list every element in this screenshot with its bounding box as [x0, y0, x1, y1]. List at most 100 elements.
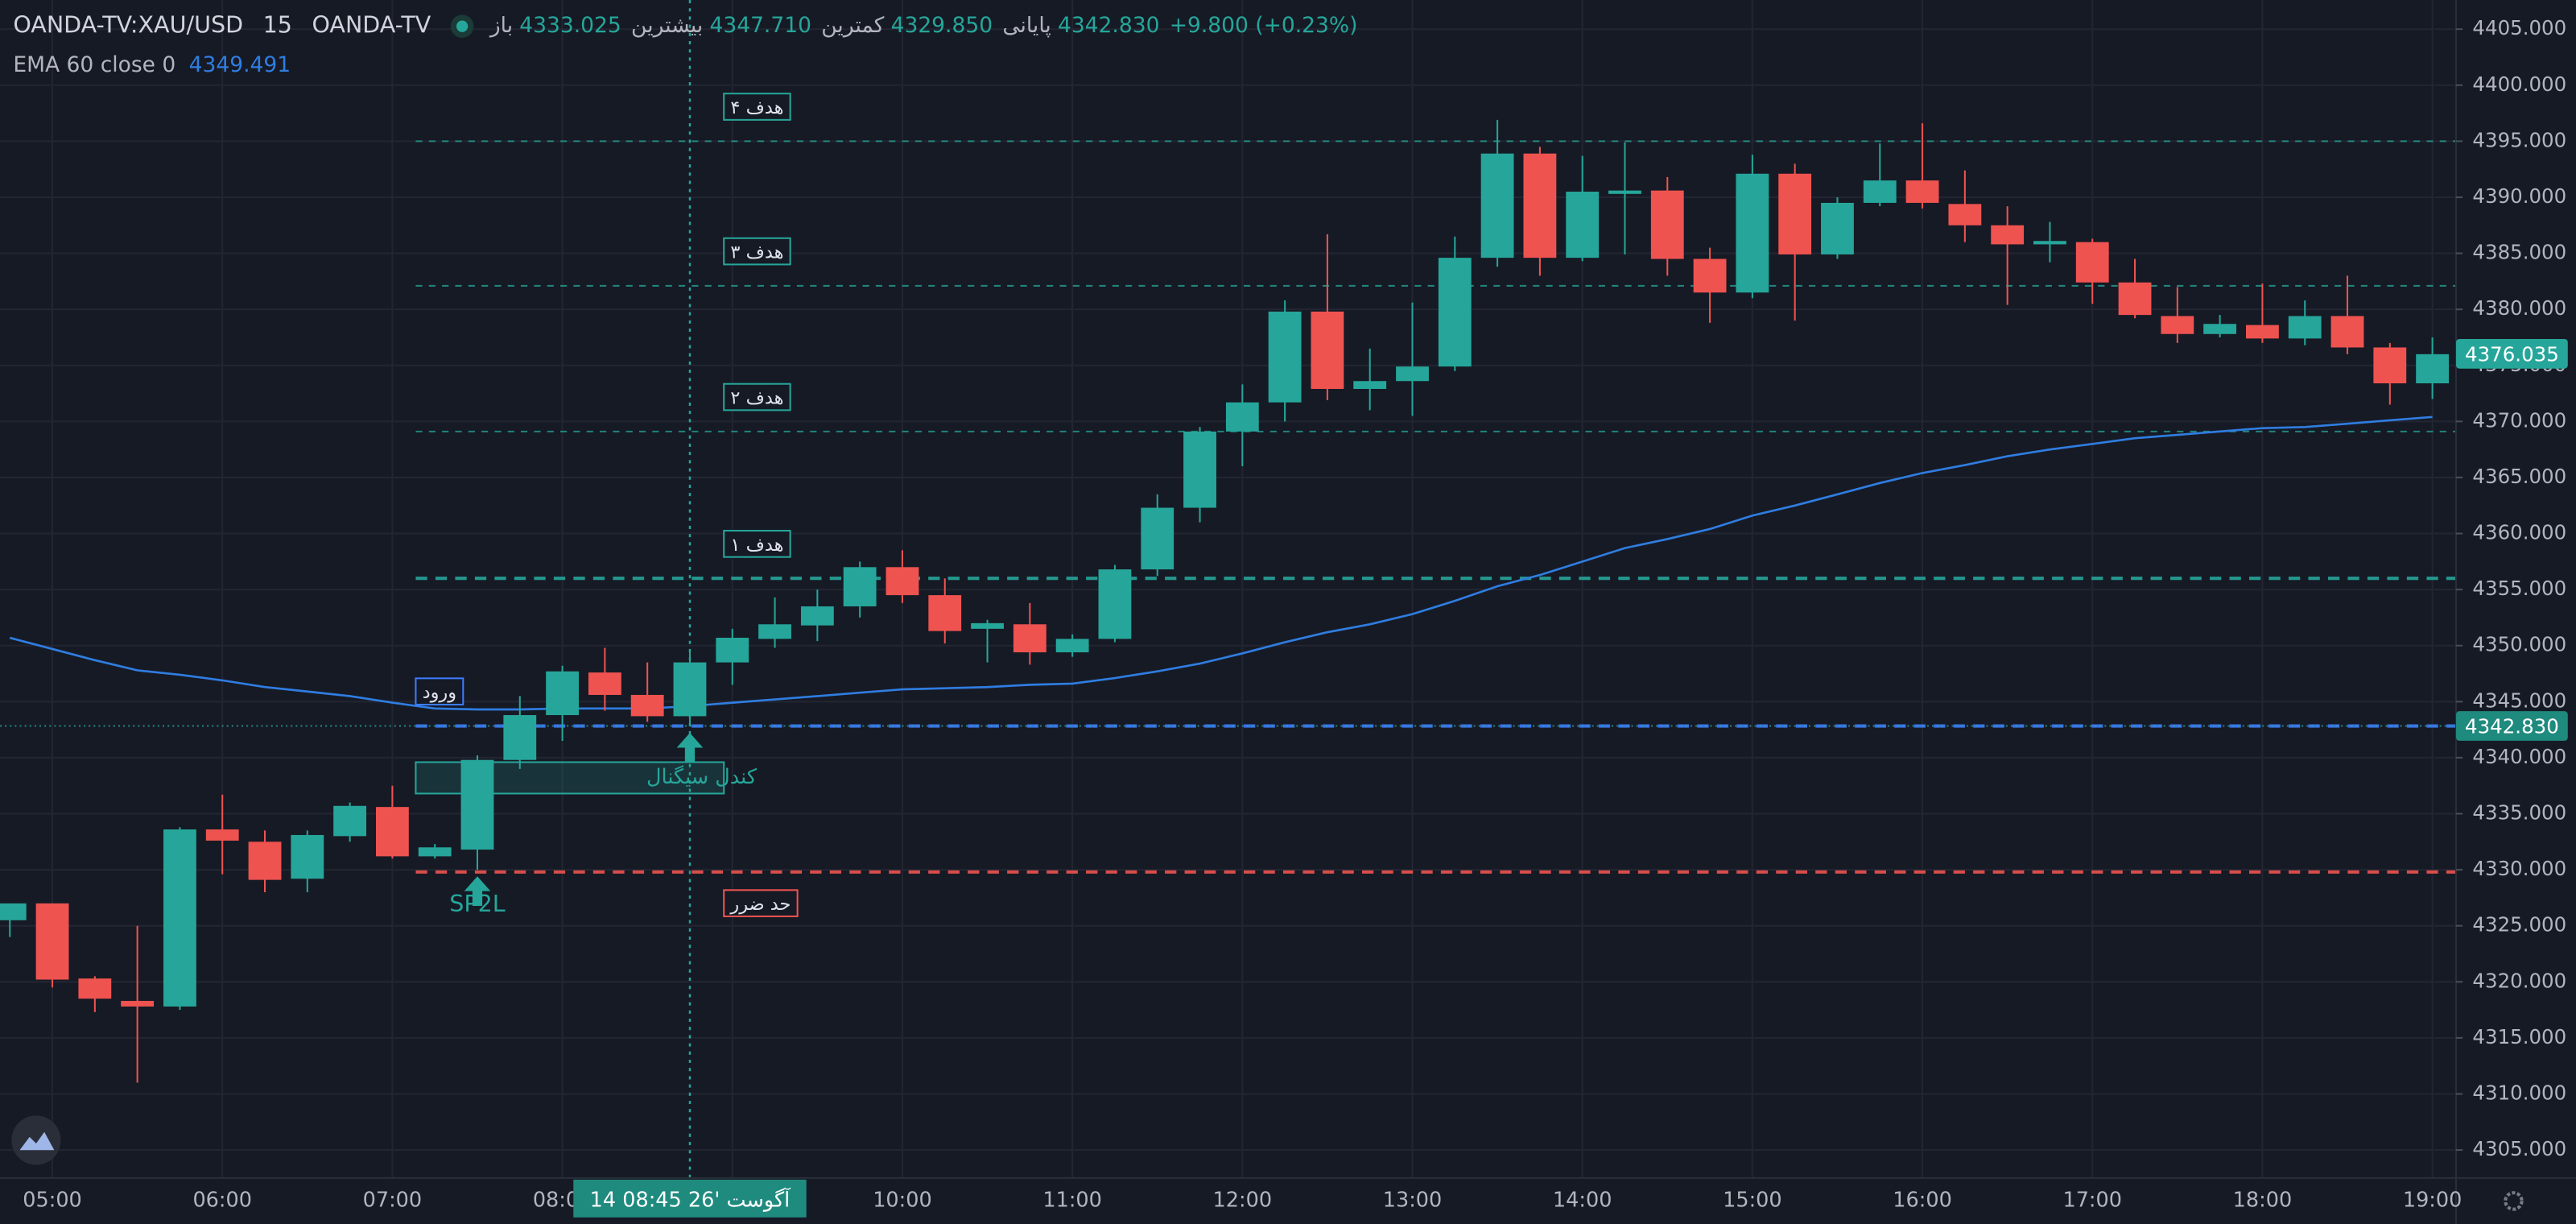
ohlc-value: 4347.710	[709, 13, 811, 38]
y-tick-label: 4350.000	[2472, 633, 2566, 656]
candle-body	[1650, 190, 1684, 259]
level-tag-box	[723, 93, 791, 121]
x-tick-label: 12:00	[1213, 1188, 1273, 1212]
candle-body	[2161, 316, 2194, 334]
price-axis-bg	[2456, 0, 2576, 1224]
x-tick-label: 11:00	[1042, 1188, 1102, 1212]
level-tag: هدف ۲	[723, 382, 791, 411]
symbol: OANDA-TV:XAU/USD	[13, 11, 243, 39]
x-tick-label: 10:00	[873, 1188, 932, 1212]
candle-body	[35, 903, 69, 980]
y-tick-label: 4400.000	[2472, 72, 2566, 96]
price-tag	[2456, 338, 2568, 369]
level-tag-label: هدف ۱	[730, 535, 783, 556]
candle-body	[800, 606, 834, 626]
candle-body	[1693, 258, 1727, 293]
x-tick-label: 06:00	[192, 1188, 252, 1212]
logo	[11, 1115, 61, 1165]
candle-body	[2203, 324, 2237, 334]
candle-body	[1183, 431, 1216, 508]
candle-body	[1268, 311, 1302, 403]
candle-body	[1098, 569, 1132, 639]
candle-body	[1778, 173, 1812, 254]
candle-body	[1991, 225, 2025, 245]
ohlc-name: کمترین	[821, 13, 885, 38]
candle-body	[2118, 282, 2152, 316]
candle-body	[2033, 241, 2066, 245]
level-tag: هدف ۳	[723, 237, 791, 266]
signal-box	[415, 761, 725, 795]
ohlc-value: 4342.830	[1058, 13, 1160, 38]
candle-body	[1736, 173, 1769, 293]
candle-body	[2330, 316, 2364, 348]
signal-label: SP2L	[449, 890, 506, 917]
candle-body	[1948, 204, 1982, 225]
candle-body	[460, 759, 494, 850]
price-tag-label: 4376.035	[2465, 342, 2559, 366]
signal-arrow	[464, 876, 491, 906]
y-tick-label: 4360.000	[2472, 521, 2566, 544]
y-tick-label: 4395.000	[2472, 128, 2566, 151]
level-tag-label: هدف ۳	[730, 242, 783, 263]
interval: 15	[263, 11, 292, 39]
level-tag-label: هدف ۴	[730, 97, 783, 118]
time-axis-bg	[0, 1177, 2576, 1224]
level-tag-box	[723, 889, 799, 917]
x-tick-label: 19:00	[2403, 1188, 2462, 1212]
price-tag	[2456, 711, 2568, 741]
candle-body	[928, 595, 962, 631]
level-tag-box	[415, 677, 464, 706]
ohlc-name: باز	[489, 13, 513, 38]
ohlc-value: 4329.850	[891, 13, 993, 38]
candle-body	[1055, 639, 1089, 653]
signal-box-label: کندل سیگنال	[646, 765, 758, 789]
change: +9.800 (+0.23%)	[1170, 13, 1358, 38]
candle-body	[1480, 153, 1514, 258]
candle-body	[1438, 258, 1472, 367]
candle-body	[1821, 202, 1854, 254]
candle-body	[588, 672, 621, 695]
logo-mark	[19, 1131, 55, 1151]
candle-body	[1863, 180, 1897, 203]
candle-body	[1523, 153, 1557, 258]
candle-body	[418, 847, 452, 857]
candle-body	[546, 671, 579, 716]
x-tick-label: 05:00	[23, 1188, 82, 1212]
candle-body	[0, 903, 27, 920]
level-tag-box	[723, 530, 791, 558]
y-tick-label: 4345.000	[2472, 688, 2566, 712]
price-tag-label: 4342.830	[2465, 715, 2559, 738]
candle-body	[1396, 366, 1429, 382]
candle-body	[971, 622, 1004, 629]
candle-body	[630, 694, 664, 717]
y-tick-label: 4380.000	[2472, 296, 2566, 320]
candle-body	[248, 842, 282, 880]
candle-body	[2075, 242, 2109, 283]
settings-icon	[2504, 1191, 2524, 1211]
candle-body	[1141, 507, 1174, 570]
candle-body	[2373, 347, 2407, 384]
ohlc-value: 4333.025	[519, 13, 621, 38]
candle-body	[1013, 624, 1046, 653]
level-tag-label: هدف ۲	[730, 388, 783, 409]
x-tick-label: 14:00	[1553, 1188, 1612, 1212]
y-tick-label: 4340.000	[2472, 745, 2566, 768]
candle-body	[1905, 180, 1939, 203]
candle-body	[758, 624, 791, 639]
level-tag-box	[723, 237, 791, 266]
y-tick-label: 4325.000	[2472, 913, 2566, 937]
x-tick-label: 15:00	[1723, 1188, 1782, 1212]
y-tick-label: 4315.000	[2472, 1025, 2566, 1048]
x-tick-label: 17:00	[2062, 1188, 2122, 1212]
candle-body	[1225, 402, 1259, 432]
level-tag-box	[723, 382, 791, 411]
candle-body	[2246, 325, 2279, 339]
candle-body	[78, 978, 112, 999]
candle-body	[291, 834, 324, 879]
candle-body	[205, 829, 239, 841]
candle-body	[1608, 190, 1641, 194]
y-tick-label: 4365.000	[2472, 465, 2566, 488]
